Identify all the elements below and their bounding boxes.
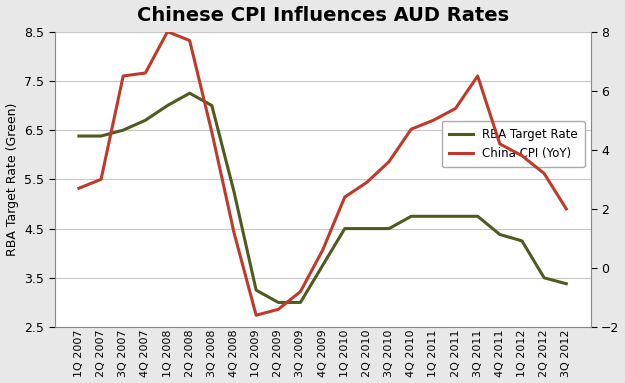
RBA Target Rate	[408, 214, 415, 219]
China CPI (YoY)	[142, 71, 149, 75]
China CPI (YoY)	[75, 186, 82, 190]
RBA Target Rate	[474, 214, 481, 219]
China CPI (YoY)	[452, 106, 459, 111]
China CPI (YoY)	[186, 38, 193, 43]
RBA Target Rate	[98, 134, 105, 138]
Line: China CPI (YoY): China CPI (YoY)	[79, 32, 566, 315]
China CPI (YoY)	[119, 74, 127, 78]
China CPI (YoY)	[297, 289, 304, 294]
RBA Target Rate	[230, 189, 238, 194]
Line: RBA Target Rate: RBA Target Rate	[79, 93, 566, 303]
Y-axis label: RBA Target Rate (Green): RBA Target Rate (Green)	[6, 103, 19, 256]
RBA Target Rate	[385, 226, 392, 231]
China CPI (YoY)	[562, 206, 570, 211]
RBA Target Rate	[164, 103, 171, 108]
RBA Target Rate	[363, 226, 371, 231]
RBA Target Rate	[562, 282, 570, 286]
China CPI (YoY)	[98, 177, 105, 182]
China CPI (YoY)	[385, 159, 392, 164]
RBA Target Rate	[208, 103, 216, 108]
RBA Target Rate	[341, 226, 349, 231]
China CPI (YoY)	[496, 142, 504, 146]
China CPI (YoY)	[253, 313, 260, 318]
China CPI (YoY)	[518, 154, 526, 158]
China CPI (YoY)	[408, 127, 415, 131]
China CPI (YoY)	[319, 248, 326, 252]
RBA Target Rate	[452, 214, 459, 219]
RBA Target Rate	[274, 300, 282, 305]
China CPI (YoY)	[274, 307, 282, 312]
China CPI (YoY)	[341, 195, 349, 200]
China CPI (YoY)	[474, 74, 481, 78]
China CPI (YoY)	[429, 118, 437, 123]
RBA Target Rate	[253, 288, 260, 292]
China CPI (YoY)	[230, 230, 238, 235]
Legend: RBA Target Rate, China CPI (YoY): RBA Target Rate, China CPI (YoY)	[442, 121, 585, 167]
China CPI (YoY)	[363, 180, 371, 185]
RBA Target Rate	[119, 128, 127, 133]
RBA Target Rate	[518, 239, 526, 243]
RBA Target Rate	[429, 214, 437, 219]
RBA Target Rate	[541, 275, 548, 280]
China CPI (YoY)	[541, 171, 548, 176]
RBA Target Rate	[496, 232, 504, 237]
RBA Target Rate	[75, 134, 82, 138]
RBA Target Rate	[142, 118, 149, 123]
China CPI (YoY)	[164, 29, 171, 34]
RBA Target Rate	[297, 300, 304, 305]
RBA Target Rate	[186, 91, 193, 95]
Title: Chinese CPI Influences AUD Rates: Chinese CPI Influences AUD Rates	[136, 6, 509, 25]
RBA Target Rate	[319, 263, 326, 268]
China CPI (YoY)	[208, 130, 216, 134]
